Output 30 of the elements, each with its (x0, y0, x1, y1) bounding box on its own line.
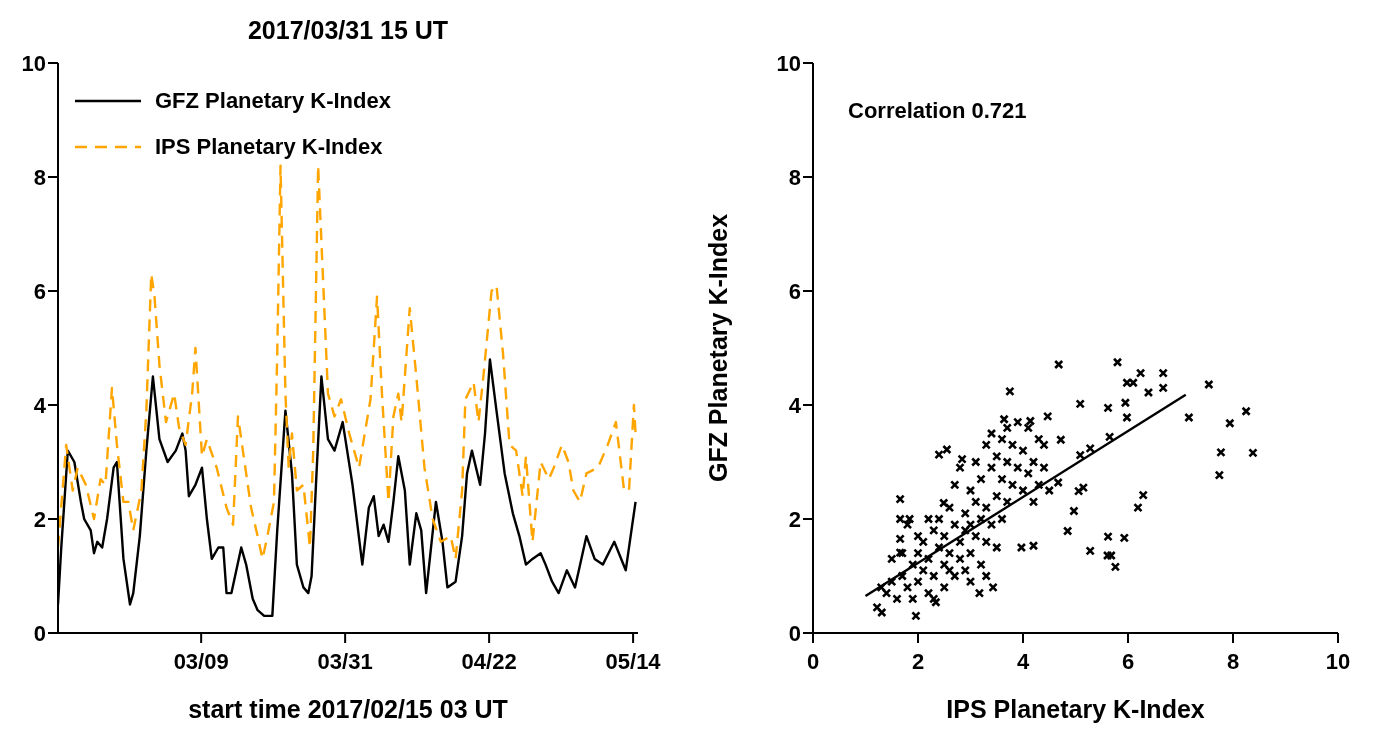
legend-label: GFZ Planetary K-Index (155, 88, 391, 114)
x-tick-label: 0 (806, 648, 820, 674)
x-axis-title: IPS Planetary K-Index (946, 695, 1205, 723)
x-tick-label: 03/09 (173, 648, 229, 674)
x-tick-label: 04/22 (461, 648, 517, 674)
y-tick-label: 10 (21, 50, 46, 76)
x-tick-label: 03/31 (317, 648, 373, 674)
y-tick-label: 10 (776, 50, 801, 76)
x-tick-label: 8 (1226, 648, 1240, 674)
y-tick-label: 2 (33, 506, 46, 532)
annotation: Correlation 0.721 (848, 98, 1027, 124)
x-tick-label: 05/14 (605, 648, 662, 674)
y-tick-label: 4 (788, 392, 802, 418)
legend-label: IPS Planetary K-Index (155, 134, 383, 160)
x-tick-label: 10 (1325, 648, 1351, 674)
x-tick-label: 6 (1121, 648, 1135, 674)
x-tick-label: 2 (911, 648, 925, 674)
x-axis-title: start time 2017/02/15 03 UT (188, 695, 508, 723)
y-axis-title: GFZ Planetary K-Index (703, 213, 732, 483)
y-tick-label: 0 (788, 620, 801, 646)
line-series (58, 164, 637, 561)
y-tick-label: 8 (33, 164, 46, 190)
y-tick-label: 4 (33, 392, 47, 418)
y-tick-label: 0 (33, 620, 46, 646)
chart-title: 2017/03/31 15 UT (246, 16, 450, 45)
y-tick-label: 2 (788, 506, 801, 532)
y-tick-label: 6 (33, 278, 46, 304)
y-tick-label: 8 (788, 164, 801, 190)
y-tick-label: 6 (788, 278, 801, 304)
x-tick-label: 4 (1016, 648, 1030, 674)
